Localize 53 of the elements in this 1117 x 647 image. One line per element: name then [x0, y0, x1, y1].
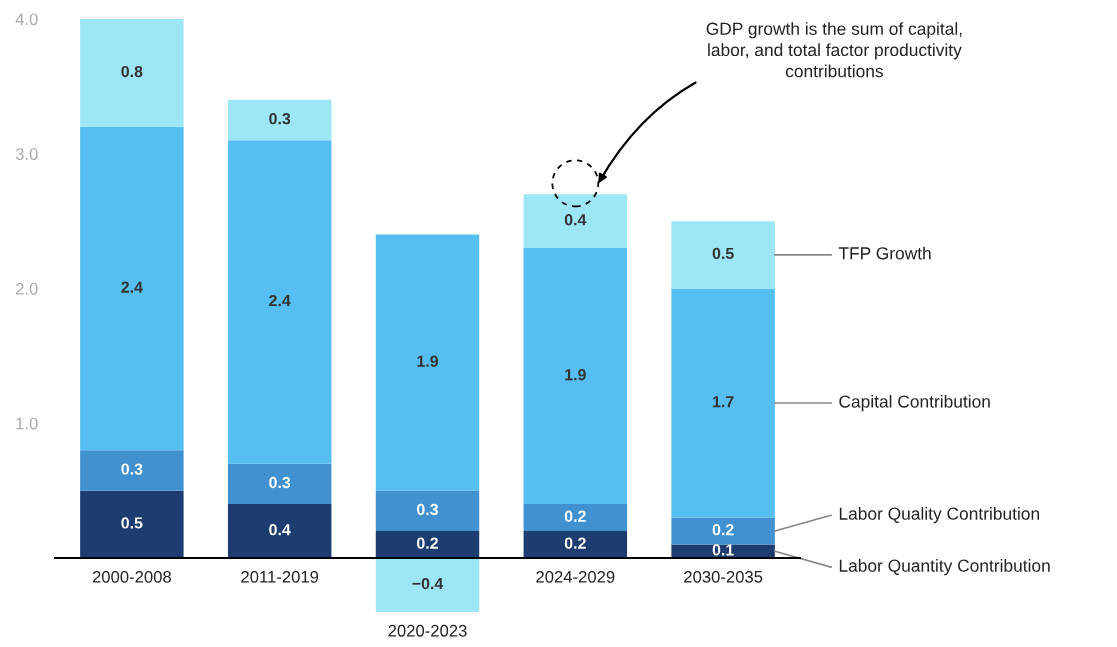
bar — [80, 490, 184, 558]
bar — [375, 490, 480, 532]
data-label: 0.4 — [269, 524, 291, 536]
x-tick-label: 2011-2019 — [241, 570, 319, 583]
data-label: 0.3 — [121, 463, 143, 475]
text: Labor Quantity Contribution — [839, 559, 1050, 576]
bar — [523, 248, 628, 505]
bar — [227, 99, 332, 141]
bar — [375, 531, 480, 558]
bar — [375, 558, 480, 612]
bar — [80, 126, 184, 451]
data-label: 0.5 — [712, 247, 734, 260]
x-tick-label: 2020-2023 — [388, 624, 467, 637]
data-label: −0.4 — [412, 577, 444, 590]
data-label: 0.2 — [564, 537, 586, 549]
data-label: 0.3 — [417, 503, 439, 516]
y-tick-label: 4.0 — [15, 13, 38, 26]
x-tick-label: 2024-2029 — [536, 570, 615, 583]
bar — [523, 504, 628, 532]
text: Capital Contribution — [839, 394, 990, 412]
data-label: 1.9 — [417, 355, 439, 367]
bar — [227, 463, 332, 505]
annotation: GDP growth is the sum of capital, labor, and total factor productivity contributions — [706, 22, 962, 78]
bar — [80, 450, 184, 491]
bar — [227, 504, 332, 558]
bar — [80, 19, 184, 127]
data-label: 0.2 — [712, 524, 734, 536]
bar — [375, 234, 480, 491]
text: Labor Quality Contribution — [839, 507, 1039, 524]
data-label: 1.7 — [713, 396, 734, 408]
text: TFP Growth — [838, 246, 931, 260]
data-label: 2.4 — [121, 281, 143, 293]
y-tick-label: 1.0 — [16, 417, 38, 430]
data-label: 0.2 — [417, 537, 438, 549]
bar — [523, 194, 628, 249]
y-tick-label: 2.0 — [16, 282, 38, 295]
data-label: 0.3 — [269, 476, 291, 489]
bar — [671, 517, 775, 545]
x-tick-label: 2000-2008 — [92, 570, 171, 583]
bar — [671, 221, 775, 289]
bar — [671, 288, 775, 518]
data-label: 0.4 — [564, 214, 587, 226]
data-label: 0.2 — [564, 510, 586, 522]
x-tick-label: 2030-2035 — [684, 570, 763, 583]
data-label: 0.5 — [121, 517, 143, 529]
bar — [227, 140, 332, 464]
data-label: 0.1 — [712, 544, 734, 556]
data-label: 1.9 — [565, 369, 586, 381]
y-tick-label: 3.0 — [15, 148, 38, 160]
data-label: 0.8 — [121, 65, 143, 78]
data-label: 0.3 — [269, 113, 291, 125]
bar — [523, 531, 628, 558]
data-label: 2.4 — [269, 294, 291, 307]
